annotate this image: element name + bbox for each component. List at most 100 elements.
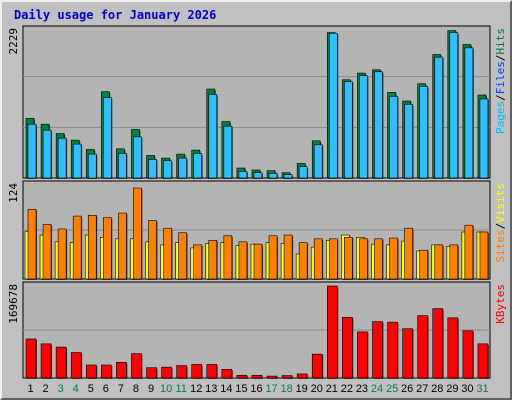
day-label-24: 24 (371, 383, 383, 395)
bar-kbytes-day-16 (251, 374, 263, 379)
bar-files-day-28 (434, 56, 444, 179)
ymax-label-kbytes: 169678 (7, 284, 20, 324)
legend-entry-hits-files-pages-1: / (494, 94, 507, 101)
bar-sites-day-22 (344, 237, 353, 280)
legend-entry-sites-visits-1: / (494, 223, 507, 230)
day-label-26: 26 (401, 383, 413, 395)
ymax-label-hits-files-pages: 2229 (7, 28, 20, 55)
day-label-1: 1 (27, 383, 33, 395)
bar-files-day-14 (223, 125, 233, 179)
day-label-22: 22 (341, 383, 353, 395)
bar-files-day-4 (72, 143, 82, 179)
bar-sites-day-26 (404, 227, 413, 280)
day-label-27: 27 (416, 383, 428, 395)
bar-files-day-24 (374, 71, 383, 179)
bar-files-day-20 (313, 144, 323, 179)
bar-files-day-27 (419, 86, 428, 179)
bar-kbytes-day-26 (402, 328, 413, 379)
bar-files-day-2 (42, 129, 52, 179)
bar-kbytes-day-22 (342, 316, 353, 379)
bar-sites-day-30 (464, 224, 474, 280)
bar-kbytes-day-20 (311, 353, 323, 379)
bar-kbytes-day-14 (221, 369, 233, 379)
bar-files-day-21 (328, 32, 338, 179)
bar-files-day-7 (118, 153, 127, 179)
bar-sites-day-27 (419, 249, 428, 280)
ymax-label-sites-visits: 124 (7, 183, 20, 203)
bar-files-day-16 (253, 172, 263, 179)
bar-sites-day-11 (178, 232, 187, 280)
legend-hits-files-pages: Pages/Files/Hits (494, 28, 507, 134)
day-label-23: 23 (356, 383, 368, 395)
bar-sites-day-10 (163, 227, 172, 280)
bar-kbytes-day-3 (55, 346, 67, 379)
bar-files-day-11 (178, 157, 187, 179)
bar-sites-day-21 (328, 238, 338, 280)
bar-files-day-30 (464, 47, 474, 179)
bar-kbytes-day-29 (447, 317, 459, 379)
bar-files-day-26 (404, 103, 413, 179)
bar-files-day-19 (298, 166, 308, 179)
bar-sites-day-9 (148, 220, 157, 280)
bar-sites-day-1 (27, 208, 37, 280)
bar-kbytes-day-9 (146, 367, 157, 379)
bar-kbytes-day-24 (372, 321, 383, 379)
day-label-11: 11 (175, 383, 186, 395)
day-label-15: 15 (235, 383, 247, 395)
bar-files-day-31 (479, 98, 489, 179)
day-label-4: 4 (73, 383, 79, 395)
bar-files-day-18 (283, 174, 293, 179)
bar-kbytes-day-27 (417, 315, 428, 379)
bar-files-day-22 (344, 81, 353, 179)
bar-sites-day-8 (133, 187, 142, 280)
bar-kbytes-day-13 (206, 364, 218, 379)
bar-sites-day-17 (268, 235, 278, 280)
bar-sites-day-15 (238, 241, 248, 280)
bar-sites-day-29 (449, 244, 459, 280)
bar-sites-day-4 (72, 215, 82, 280)
legend-entry-hits-files-pages-0: Pages (494, 101, 507, 134)
legend-kbytes: KBytes (494, 284, 507, 324)
bar-sites-day-28 (434, 244, 444, 280)
bar-kbytes-day-10 (161, 366, 172, 379)
bar-files-day-3 (57, 137, 67, 179)
bar-sites-day-7 (118, 212, 127, 280)
bar-files-day-10 (163, 160, 172, 179)
legend-entry-sites-visits-2: Visits (494, 183, 507, 223)
day-label-7: 7 (118, 383, 124, 395)
legend-sites-visits: Sites/Visits (494, 183, 507, 263)
bar-sites-day-5 (87, 215, 97, 280)
day-label-25: 25 (386, 383, 398, 395)
day-label-28: 28 (431, 383, 443, 395)
bar-kbytes-day-31 (477, 343, 489, 379)
bar-sites-day-13 (208, 240, 218, 280)
day-label-19: 19 (296, 383, 308, 395)
legend-entry-sites-visits-0: Sites (494, 229, 507, 262)
bar-sites-day-19 (298, 242, 308, 280)
day-label-8: 8 (133, 383, 139, 395)
day-label-12: 12 (190, 383, 202, 395)
bar-files-day-5 (87, 153, 97, 179)
bar-sites-day-24 (374, 238, 383, 280)
bar-sites-day-18 (283, 234, 293, 280)
bar-files-day-17 (268, 173, 278, 179)
bar-files-day-1 (27, 123, 37, 179)
bar-kbytes-day-1 (25, 338, 37, 379)
bar-sites-day-12 (193, 244, 203, 280)
day-label-20: 20 (311, 383, 323, 395)
day-label-13: 13 (205, 383, 217, 395)
bar-files-day-9 (148, 159, 157, 179)
bar-sites-day-23 (359, 238, 368, 280)
bar-files-day-6 (103, 97, 112, 179)
day-label-30: 30 (461, 383, 473, 395)
bar-files-day-15 (238, 171, 248, 179)
day-label-31: 31 (476, 383, 488, 395)
bar-sites-day-16 (253, 243, 263, 280)
bar-kbytes-day-30 (462, 330, 474, 379)
bar-kbytes-day-28 (432, 308, 444, 379)
bar-kbytes-day-12 (191, 364, 203, 379)
day-label-18: 18 (281, 383, 293, 395)
day-label-5: 5 (88, 383, 94, 395)
